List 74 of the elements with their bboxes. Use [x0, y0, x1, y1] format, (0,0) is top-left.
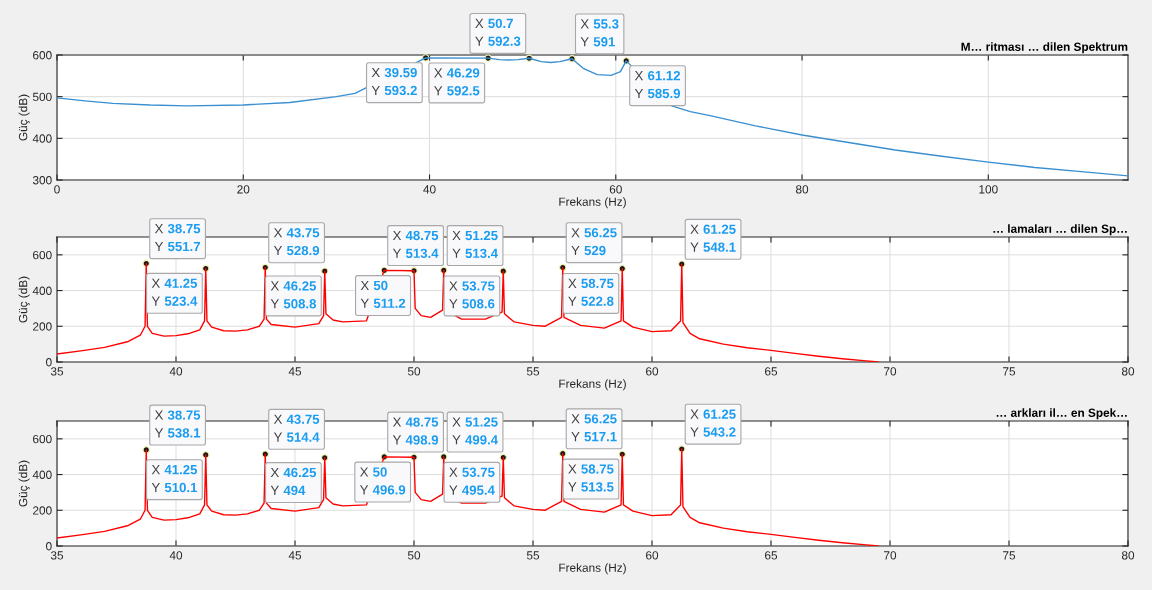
x-tick-label: 35	[50, 367, 64, 376]
annotation: X 61.12 Y 585.9	[634, 70, 681, 99]
x-axis-title: Frekans (Hz)	[559, 563, 626, 575]
x-tick-label: 80	[1121, 551, 1135, 560]
chart-title: M… ritması … dilen Spektrum	[961, 42, 1128, 54]
x-tick-label: 60	[646, 551, 659, 560]
y-tick-label: 500	[32, 92, 52, 102]
annotation: X 41.25 Y 510.1	[151, 464, 198, 493]
annotation: X 53.75 Y 495.4	[449, 467, 495, 495]
annotation: X 48.75 Y 498.9	[392, 417, 439, 445]
annotation: X 61.25 Y 548.1	[690, 224, 736, 252]
x-tick-label: 20	[237, 185, 250, 194]
annotation: X 61.25 Y 543.2	[690, 409, 736, 437]
y-tick-label: 0	[46, 358, 52, 367]
x-tick-label: 40	[423, 185, 436, 194]
x-tick-label: 60	[646, 367, 659, 376]
y-axis-title: Güç (dB)	[18, 94, 30, 141]
x-tick-label: 75	[1003, 367, 1016, 376]
x-tick-label: 75	[1003, 551, 1016, 560]
annotation: X 50 Y 511.2	[360, 280, 406, 308]
x-axis-title: Frekans (Hz)	[559, 379, 626, 391]
x-tick-label: 55	[526, 551, 540, 560]
y-tick-label: 600	[33, 51, 52, 60]
y-tick-label: 400	[32, 286, 52, 295]
x-tick-label: 40	[169, 551, 183, 560]
chart-title: … arkları il… en Spek…	[996, 408, 1127, 420]
annotation: X 56.25 Y 517.1	[571, 414, 617, 442]
annotation: X 46.25 Y 494	[270, 467, 317, 496]
x-tick-label: 40	[169, 367, 183, 376]
annotation: X 38.75 Y 551.7	[154, 223, 201, 252]
annotation: X 46.29 Y 592.5	[434, 68, 480, 96]
y-tick-label: 400	[32, 470, 52, 479]
annotation: X 46.25 Y 508.8	[270, 281, 317, 309]
annotation: X 51.25 Y 499.4	[452, 417, 498, 445]
x-tick-label: 60	[609, 185, 622, 194]
y-tick-label: 200	[33, 506, 52, 515]
y-tick-label: 200	[33, 322, 52, 331]
x-tick-label: 100	[979, 185, 998, 194]
x-tick-label: 45	[288, 367, 302, 376]
y-tick-label: 300	[32, 176, 52, 185]
x-tick-label: 50	[407, 367, 421, 376]
annotation: X 43.75 Y 528.9	[273, 228, 320, 256]
x-tick-label: 50	[407, 551, 421, 560]
y-tick-label: 600	[33, 250, 52, 260]
x-tick-label: 80	[1121, 367, 1135, 376]
x-tick-label: 35	[50, 551, 64, 560]
y-tick-label: 400	[32, 134, 52, 143]
annotation: X 48.75 Y 513.4	[392, 230, 439, 259]
annotation: X 38.75 Y 538.1	[154, 410, 201, 438]
annotation: X 39.59 Y 593.2	[371, 67, 417, 96]
annotation: X 56.25 Y 529	[571, 228, 617, 256]
x-tick-label: 70	[884, 551, 897, 560]
annotation: X 50.7 Y 592.3	[475, 18, 521, 46]
chart-title: … lamaları … dilen Sp…	[993, 224, 1127, 236]
x-axis-title: Frekans (Hz)	[559, 197, 626, 209]
x-tick-label: 70	[884, 367, 897, 376]
x-tick-label: 80	[795, 185, 809, 194]
annotation: X 41.25 Y 523.4	[151, 278, 198, 306]
y-axis-title: Güç (dB)	[18, 460, 30, 507]
annotation: X 58.75 Y 513.5	[568, 464, 614, 492]
y-tick-label: 0	[46, 542, 52, 551]
x-tick-label: 45	[288, 551, 302, 560]
annotation: X 43.75 Y 514.4	[273, 414, 320, 442]
annotation: X 50 Y 496.9	[359, 467, 406, 495]
x-tick-label: 0	[54, 185, 60, 194]
y-axis-title: Güç (dB)	[18, 276, 30, 323]
annotation: X 51.25 Y 513.4	[452, 230, 498, 259]
annotation: X 55.3 Y 591	[580, 19, 619, 47]
annotation: X 53.75 Y 508.6	[449, 281, 495, 309]
x-tick-label: 65	[765, 551, 778, 560]
annotation: X 58.75 Y 522.8	[568, 278, 614, 306]
y-tick-label: 600	[33, 434, 52, 444]
x-tick-label: 65	[765, 367, 778, 376]
x-tick-label: 55	[526, 367, 540, 376]
